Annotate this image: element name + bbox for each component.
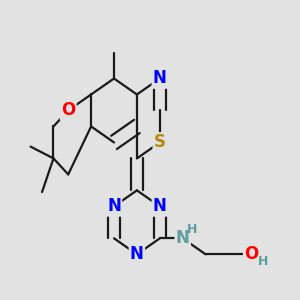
Text: H: H	[187, 223, 198, 236]
Text: N: N	[130, 245, 144, 263]
Text: O: O	[61, 101, 75, 119]
Text: O: O	[244, 245, 259, 263]
Text: N: N	[153, 197, 167, 215]
Text: H: H	[258, 255, 268, 268]
Text: S: S	[154, 134, 166, 152]
Text: N: N	[107, 197, 121, 215]
Text: N: N	[176, 229, 190, 247]
Text: N: N	[153, 70, 167, 88]
